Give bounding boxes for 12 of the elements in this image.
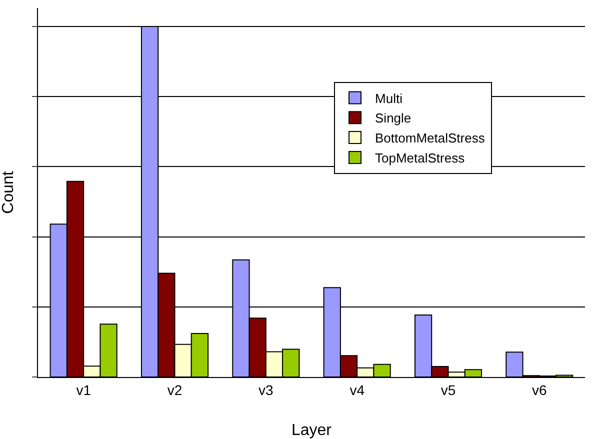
x-tick-label: v2 [167, 382, 182, 398]
legend-label: Single [375, 110, 412, 126]
x-axis-title: Layer [291, 422, 332, 439]
y-axis-title: Count [0, 170, 17, 214]
x-tick-label: v1 [76, 382, 92, 398]
x-tick-label: v5 [440, 382, 456, 398]
legend-label: Multi [375, 90, 403, 106]
legend-label: BottomMetalStress [375, 130, 486, 146]
x-tick-label: v3 [258, 382, 274, 398]
legend-label: TopMetalStress [375, 150, 466, 166]
x-tick-label: v6 [532, 382, 548, 398]
x-tick-label: v4 [350, 382, 365, 398]
